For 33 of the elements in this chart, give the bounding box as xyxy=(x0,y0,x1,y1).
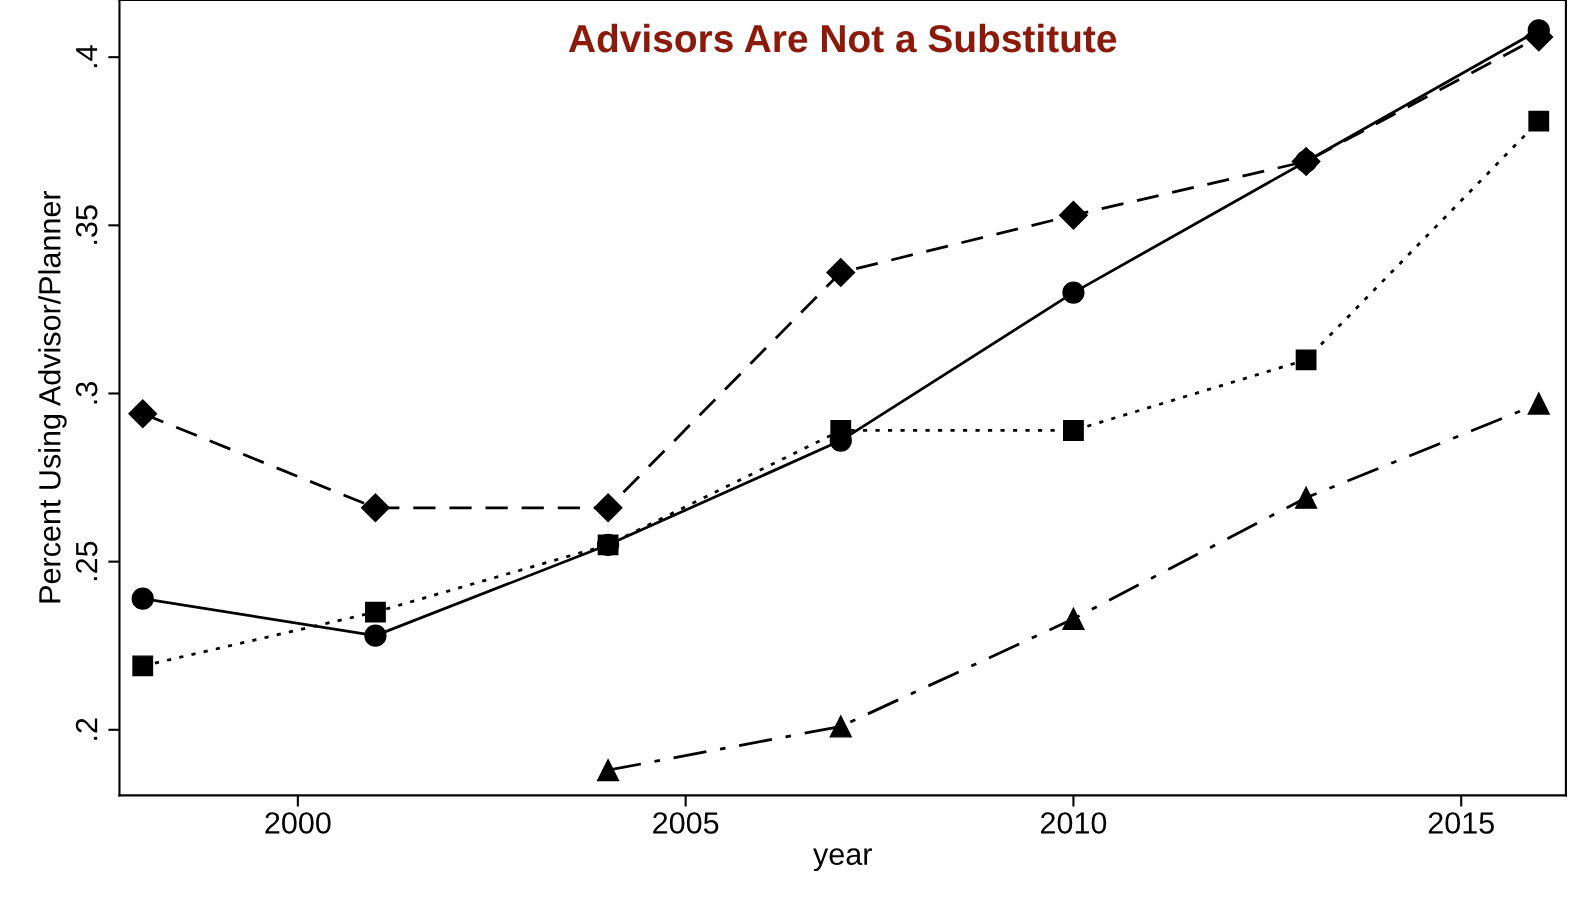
point xyxy=(1291,146,1321,176)
y-axis-title: Percent Using Advisor/Planner xyxy=(38,190,67,603)
chart-title: Advisors Are Not a Substitute xyxy=(568,23,1117,53)
point xyxy=(596,759,620,782)
x-axis-title: year xyxy=(813,848,872,872)
point xyxy=(829,715,852,738)
y-tick-label: .25 xyxy=(75,541,98,581)
y-tick-label: .3 xyxy=(75,382,98,404)
x-tick-label: 2015 xyxy=(1428,812,1494,834)
point xyxy=(826,257,856,287)
point xyxy=(1527,392,1550,415)
point xyxy=(1058,200,1088,230)
point xyxy=(830,420,852,441)
point xyxy=(1063,420,1084,441)
point xyxy=(597,534,619,556)
x-tick-label: 2005 xyxy=(653,812,719,834)
point xyxy=(1294,486,1318,509)
point xyxy=(364,624,387,647)
point xyxy=(360,493,390,523)
y-tick-label: .35 xyxy=(75,205,98,244)
x-tick-label: 2000 xyxy=(265,812,331,834)
point xyxy=(1062,607,1085,630)
y-tick-label: .2 xyxy=(75,718,98,740)
point xyxy=(1528,110,1550,132)
point xyxy=(364,601,386,623)
point xyxy=(1062,281,1085,304)
y-tick-label: .4 xyxy=(76,45,98,68)
point xyxy=(131,587,154,610)
point xyxy=(1295,349,1317,371)
point xyxy=(128,399,158,429)
x-tick-label: 2010 xyxy=(1040,812,1107,834)
point xyxy=(593,493,623,523)
point xyxy=(132,655,154,677)
